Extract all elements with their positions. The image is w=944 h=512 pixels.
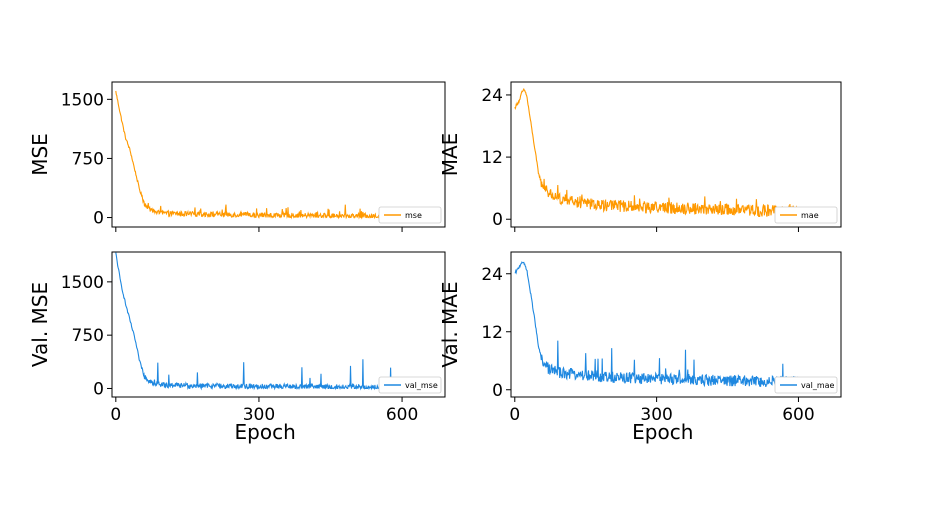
y-axis-label: Val. MSE — [28, 282, 52, 367]
chart-panel-3: 0 750 1500 0 300 600 Val. MSE Epoch val_mse — [28, 251, 446, 444]
series-line-mae — [514, 87, 799, 218]
y-tick-label: 1500 — [61, 273, 104, 293]
legend-box — [774, 376, 838, 394]
chart-panel-4: 0 12 24 0 300 600 Val. MAE Epoch val_mae — [438, 251, 842, 444]
x-tick-label: 300 — [640, 405, 672, 425]
legend-label: val_mse — [405, 381, 438, 390]
legend-label: mae — [801, 211, 819, 220]
series-line-mse — [115, 90, 403, 220]
plot-frame — [111, 81, 446, 228]
y-tick-label: 24 — [481, 265, 503, 285]
series-line-val_mse — [115, 252, 403, 391]
y-axis-label: MAE — [438, 133, 462, 177]
y-axis-label: Val. MAE — [438, 281, 462, 367]
series-line-val_mae — [514, 261, 799, 388]
chart-panel-1: 0 750 1500 MSE mse — [28, 81, 446, 232]
x-tick-label: 600 — [782, 405, 814, 425]
x-axis-label: Epoch — [235, 420, 296, 444]
legend-label: val_mae — [801, 381, 835, 390]
plot-frame — [111, 251, 446, 398]
plot-frame — [510, 81, 842, 228]
y-tick-label: 1500 — [61, 90, 104, 110]
chart-panel-2: 0 12 24 MAE mae — [438, 81, 842, 232]
y-tick-label: 0 — [93, 209, 104, 229]
y-tick-label: 0 — [492, 210, 503, 230]
y-tick-label: 12 — [481, 323, 503, 343]
legend-box — [378, 206, 442, 224]
x-tick-label: 300 — [243, 405, 275, 425]
plot-frame — [510, 251, 842, 398]
y-tick-label: 750 — [72, 326, 104, 346]
legend-label: mse — [405, 211, 422, 220]
y-tick-label: 0 — [492, 381, 503, 401]
x-axis-label: Epoch — [632, 420, 693, 444]
legend-box — [378, 376, 442, 394]
y-tick-label: 12 — [481, 148, 503, 168]
x-tick-label: 0 — [509, 405, 520, 425]
x-tick-label: 600 — [386, 405, 418, 425]
y-axis-label: MSE — [28, 133, 52, 176]
x-tick-label: 0 — [110, 405, 121, 425]
legend-box — [774, 206, 838, 224]
y-tick-label: 24 — [481, 86, 503, 106]
y-tick-label: 750 — [72, 149, 104, 169]
y-tick-label: 0 — [93, 379, 104, 399]
